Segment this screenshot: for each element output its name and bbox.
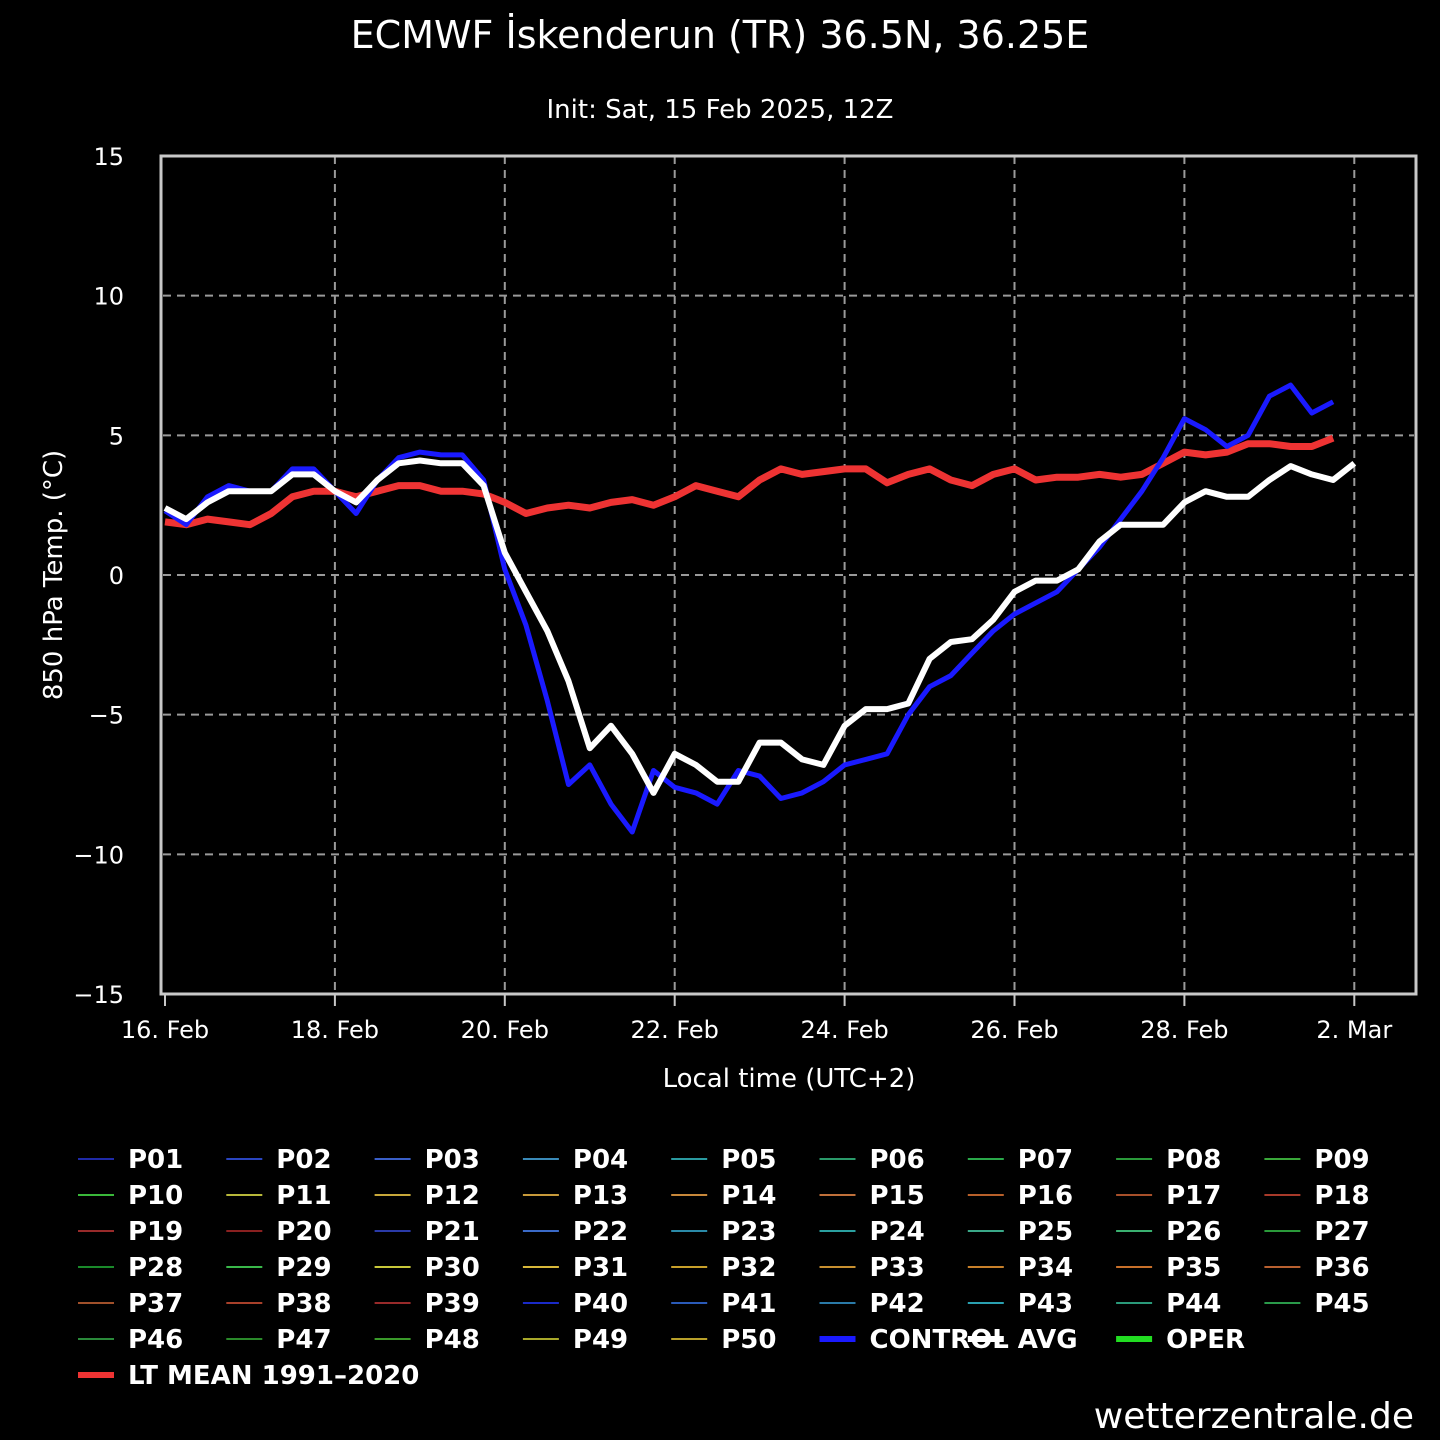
legend-label: P16 bbox=[1018, 1181, 1073, 1211]
x-tick-label: 2. Mar bbox=[1316, 1016, 1392, 1044]
y-tick-label: −15 bbox=[73, 981, 124, 1009]
x-axis-label: Local time (UTC+2) bbox=[663, 1064, 916, 1094]
legend-label: P19 bbox=[128, 1217, 183, 1247]
legend-label: P05 bbox=[721, 1145, 776, 1175]
legend-label: P37 bbox=[128, 1289, 183, 1319]
legend-label: P48 bbox=[425, 1325, 480, 1355]
legend-label: P24 bbox=[870, 1217, 925, 1247]
legend-label: AVG bbox=[1018, 1325, 1078, 1355]
y-tick-label: −5 bbox=[89, 702, 124, 730]
legend-label: P40 bbox=[573, 1289, 628, 1319]
legend-label: OPER bbox=[1166, 1325, 1245, 1355]
legend-label: P02 bbox=[276, 1145, 331, 1175]
legend-label: P35 bbox=[1166, 1253, 1221, 1283]
legend-label: P18 bbox=[1314, 1181, 1369, 1211]
legend-label: P32 bbox=[721, 1253, 776, 1283]
legend-label: P38 bbox=[276, 1289, 331, 1319]
y-tick-label: 0 bbox=[109, 562, 124, 590]
legend-label: P27 bbox=[1314, 1217, 1369, 1247]
legend-label: P49 bbox=[573, 1325, 628, 1355]
x-axis-ticks: 16. Feb 18. Feb 20. Feb 22. Feb 24. Feb 26. F… bbox=[121, 994, 1392, 1044]
legend-label: P13 bbox=[573, 1181, 628, 1211]
legend-label: P17 bbox=[1166, 1181, 1221, 1211]
x-tick-label: 20. Feb bbox=[461, 1016, 549, 1044]
legend-label: LT MEAN 1991–2020 bbox=[128, 1361, 419, 1391]
legend-label: P15 bbox=[870, 1181, 925, 1211]
series-line-lt-mean-1991-2020 bbox=[164, 434, 1335, 529]
y-tick-label: 10 bbox=[93, 283, 124, 311]
chart-subtitle: Init: Sat, 15 Feb 2025, 12Z bbox=[547, 95, 894, 125]
legend-label: P47 bbox=[276, 1325, 331, 1355]
legend-label: P43 bbox=[1018, 1289, 1073, 1319]
x-tick-label: 24. Feb bbox=[800, 1016, 888, 1044]
y-tick-label: 15 bbox=[93, 143, 124, 171]
legend-label: P28 bbox=[128, 1253, 183, 1283]
legend-label: P23 bbox=[721, 1217, 776, 1247]
legend-label: P12 bbox=[425, 1181, 480, 1211]
series-line-control bbox=[163, 382, 1335, 835]
chart-title: ECMWF İskenderun (TR) 36.5N, 36.25E bbox=[351, 13, 1090, 57]
legend-label: P22 bbox=[573, 1217, 628, 1247]
legend-label: P01 bbox=[128, 1145, 183, 1175]
legend-label: P50 bbox=[721, 1325, 776, 1355]
legend-label: P14 bbox=[721, 1181, 776, 1211]
legend-label: P30 bbox=[425, 1253, 480, 1283]
legend-label: P11 bbox=[276, 1181, 331, 1211]
legend-label: P39 bbox=[425, 1289, 480, 1319]
legend-label: P09 bbox=[1314, 1145, 1369, 1175]
legend: P01 P02 P03 P04 P05 P06 P07 P08 P09 P10 P11 P12 P13 P… bbox=[78, 1145, 1370, 1391]
x-tick-label: 18. Feb bbox=[291, 1016, 379, 1044]
legend-label: P07 bbox=[1018, 1145, 1073, 1175]
y-tick-label: −10 bbox=[73, 841, 124, 869]
legend-label: P33 bbox=[870, 1253, 925, 1283]
legend-label: P36 bbox=[1314, 1253, 1369, 1283]
legend-label: P10 bbox=[128, 1181, 183, 1211]
series-line-avg bbox=[163, 457, 1357, 796]
x-tick-label: 28. Feb bbox=[1140, 1016, 1228, 1044]
legend-label: P42 bbox=[870, 1289, 925, 1319]
x-tick-label: 26. Feb bbox=[970, 1016, 1058, 1044]
series-lines bbox=[163, 382, 1357, 835]
y-tick-label: 5 bbox=[109, 422, 124, 450]
legend-label: P46 bbox=[128, 1325, 183, 1355]
legend-label: P08 bbox=[1166, 1145, 1221, 1175]
legend-label: P21 bbox=[425, 1217, 480, 1247]
legend-label: P26 bbox=[1166, 1217, 1221, 1247]
legend-label: P03 bbox=[425, 1145, 480, 1175]
y-axis-label: 850 hPa Temp. (°C) bbox=[39, 450, 69, 700]
x-tick-label: 22. Feb bbox=[631, 1016, 719, 1044]
y-axis-ticks: 15 10 5 0 −5 −10 −15 bbox=[73, 143, 124, 1009]
x-tick-label: 16. Feb bbox=[121, 1016, 209, 1044]
legend-label: P20 bbox=[276, 1217, 331, 1247]
plot-frame bbox=[159, 154, 1418, 996]
legend-label: P45 bbox=[1314, 1289, 1369, 1319]
grid bbox=[163, 156, 1414, 994]
legend-label: P34 bbox=[1018, 1253, 1073, 1283]
legend-label: P06 bbox=[870, 1145, 925, 1175]
legend-label: P04 bbox=[573, 1145, 628, 1175]
legend-label: P31 bbox=[573, 1253, 628, 1283]
legend-label: P29 bbox=[276, 1253, 331, 1283]
credit-text: wetterzentrale.de bbox=[1094, 1396, 1414, 1437]
legend-label: P41 bbox=[721, 1289, 776, 1319]
legend-label: P25 bbox=[1018, 1217, 1073, 1247]
legend-label: P44 bbox=[1166, 1289, 1221, 1319]
